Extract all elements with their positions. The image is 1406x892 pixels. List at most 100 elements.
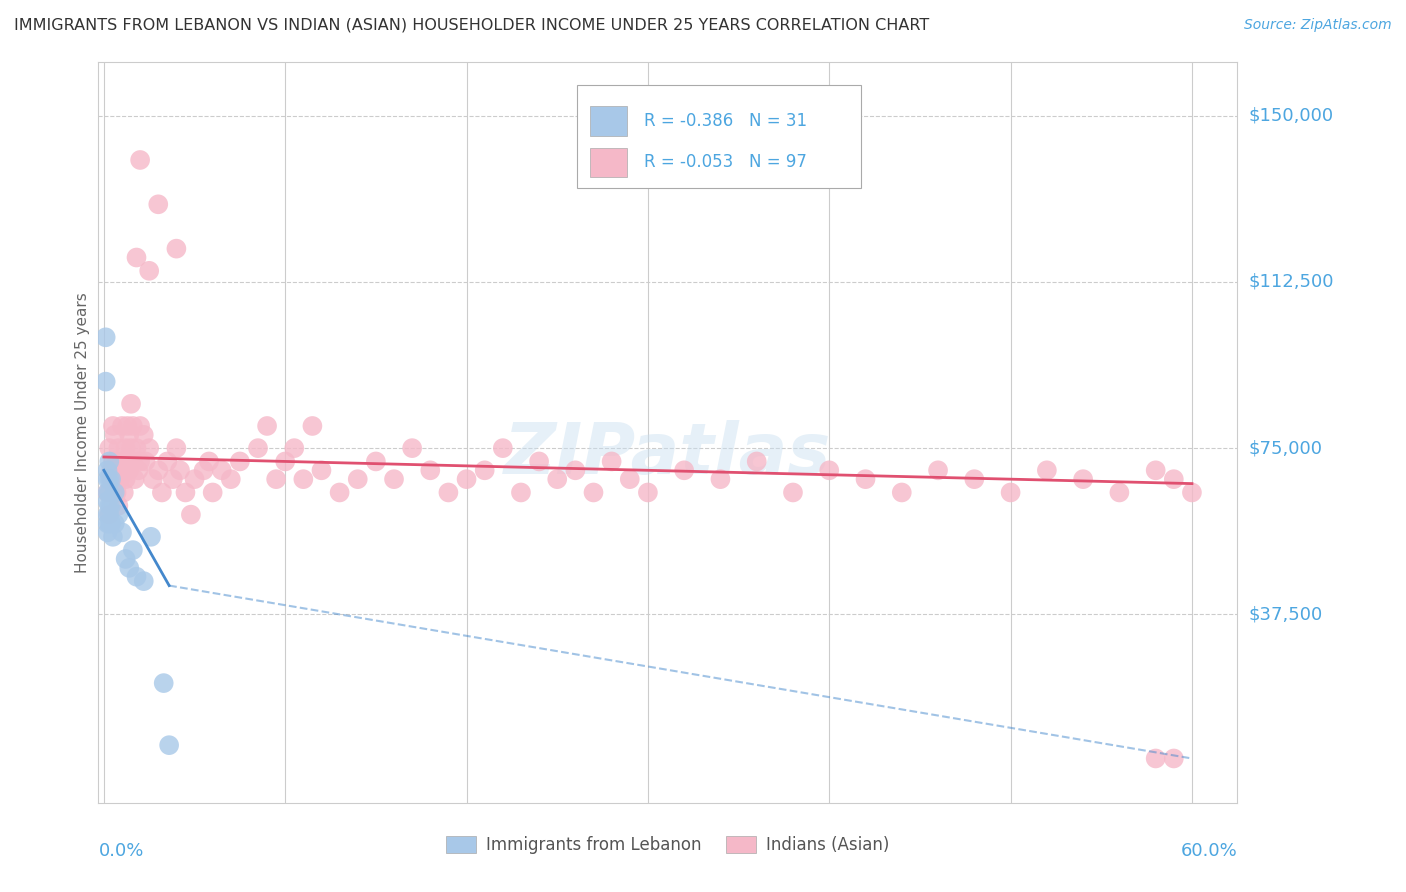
Point bbox=[101, 485, 124, 500]
Point bbox=[122, 454, 145, 468]
Point bbox=[111, 525, 134, 540]
Point bbox=[247, 441, 270, 455]
Point bbox=[927, 463, 949, 477]
Point bbox=[117, 454, 139, 468]
Point bbox=[96, 508, 118, 522]
Text: IMMIGRANTS FROM LEBANON VS INDIAN (ASIAN) HOUSEHOLDER INCOME UNDER 25 YEARS CORR: IMMIGRANTS FROM LEBANON VS INDIAN (ASIAN… bbox=[14, 18, 929, 33]
Point bbox=[94, 375, 117, 389]
Point bbox=[129, 153, 152, 167]
Point bbox=[745, 454, 768, 468]
Point bbox=[1071, 472, 1094, 486]
Point bbox=[637, 485, 659, 500]
Y-axis label: Householder Income Under 25 years: Householder Income Under 25 years bbox=[75, 293, 90, 573]
Point bbox=[94, 330, 117, 344]
Point bbox=[104, 463, 127, 477]
Point bbox=[150, 485, 173, 500]
Point bbox=[111, 454, 134, 468]
Point bbox=[104, 427, 127, 442]
Point bbox=[125, 570, 148, 584]
Point bbox=[107, 508, 129, 522]
Point bbox=[1000, 485, 1022, 500]
Point bbox=[142, 472, 165, 486]
Point bbox=[124, 472, 146, 486]
Point bbox=[98, 441, 121, 455]
Point bbox=[782, 485, 804, 500]
Point bbox=[132, 574, 155, 588]
Point bbox=[105, 485, 128, 500]
Point bbox=[120, 441, 142, 455]
Point bbox=[157, 738, 180, 752]
FancyBboxPatch shape bbox=[576, 85, 862, 188]
Text: $150,000: $150,000 bbox=[1249, 107, 1333, 125]
Point bbox=[118, 463, 141, 477]
Point bbox=[546, 472, 568, 486]
Point bbox=[600, 454, 623, 468]
Point bbox=[156, 454, 179, 468]
Point bbox=[104, 516, 127, 531]
Point bbox=[100, 463, 122, 477]
Point bbox=[96, 472, 118, 486]
Point bbox=[104, 485, 127, 500]
Point bbox=[101, 419, 124, 434]
Point bbox=[364, 454, 387, 468]
Legend: Immigrants from Lebanon, Indians (Asian): Immigrants from Lebanon, Indians (Asian) bbox=[439, 830, 897, 861]
Point bbox=[122, 543, 145, 558]
Point bbox=[1163, 751, 1185, 765]
Text: Source: ZipAtlas.com: Source: ZipAtlas.com bbox=[1244, 18, 1392, 32]
Point bbox=[129, 419, 152, 434]
Point bbox=[256, 419, 278, 434]
Point bbox=[193, 463, 215, 477]
Point bbox=[180, 508, 202, 522]
Point bbox=[1108, 485, 1130, 500]
Point bbox=[98, 499, 121, 513]
Point bbox=[1144, 463, 1167, 477]
Point bbox=[96, 463, 118, 477]
Point bbox=[100, 499, 122, 513]
Point bbox=[169, 463, 191, 477]
Point bbox=[98, 508, 121, 522]
Point bbox=[492, 441, 515, 455]
Point bbox=[107, 441, 129, 455]
Point bbox=[1163, 472, 1185, 486]
Point bbox=[890, 485, 912, 500]
Point bbox=[138, 264, 160, 278]
Point bbox=[174, 485, 197, 500]
Point bbox=[1036, 463, 1059, 477]
Point bbox=[108, 472, 131, 486]
Point bbox=[111, 419, 134, 434]
Point bbox=[114, 441, 136, 455]
Point bbox=[112, 463, 135, 477]
Text: ZIPatlas: ZIPatlas bbox=[505, 420, 831, 490]
Point bbox=[301, 419, 323, 434]
Point bbox=[474, 463, 496, 477]
Point bbox=[148, 463, 170, 477]
Point bbox=[112, 485, 135, 500]
Point bbox=[219, 472, 242, 486]
Point bbox=[118, 561, 141, 575]
Point bbox=[456, 472, 478, 486]
Point bbox=[100, 516, 122, 531]
Point bbox=[100, 472, 122, 486]
Point bbox=[582, 485, 605, 500]
Point bbox=[98, 485, 121, 500]
Point bbox=[382, 472, 405, 486]
Point bbox=[98, 516, 121, 531]
Point bbox=[139, 530, 162, 544]
Point bbox=[100, 472, 122, 486]
Point bbox=[437, 485, 460, 500]
Text: $75,000: $75,000 bbox=[1249, 439, 1323, 457]
Point bbox=[283, 441, 305, 455]
FancyBboxPatch shape bbox=[591, 106, 627, 136]
Point bbox=[138, 441, 160, 455]
Point bbox=[132, 427, 155, 442]
Point bbox=[117, 419, 139, 434]
Point bbox=[105, 472, 128, 486]
Point bbox=[201, 485, 224, 500]
Point bbox=[127, 463, 149, 477]
Point bbox=[107, 499, 129, 513]
Point bbox=[510, 485, 533, 500]
Point bbox=[229, 454, 252, 468]
Point bbox=[105, 454, 128, 468]
Point bbox=[329, 485, 352, 500]
Point bbox=[122, 419, 145, 434]
